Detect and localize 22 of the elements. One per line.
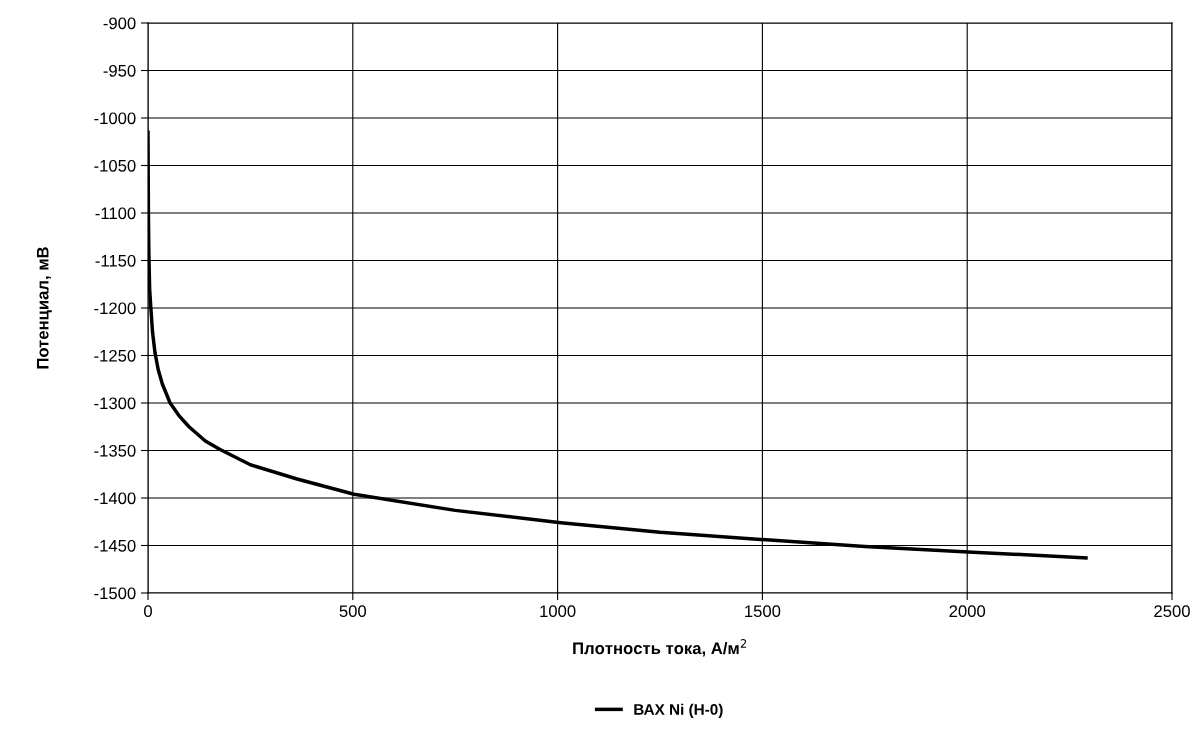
y-tick-label: -1300 (94, 397, 136, 410)
y-tick-label: -1000 (94, 112, 136, 125)
x-tick-label: 2500 (1154, 605, 1190, 618)
x-tick-label: 500 (339, 605, 367, 618)
y-tick-label: -1150 (95, 254, 136, 267)
x-tick-label: 1500 (745, 605, 781, 618)
x-axis-title: Плотность тока, А/м$^{2}$ (573, 638, 747, 657)
y-tick-label: -1450 (94, 539, 136, 552)
y-tick-label: -950 (103, 64, 136, 77)
y-tick-label: -1500 (94, 587, 136, 600)
y-tick-label: -1050 (94, 159, 136, 172)
y-tick-label: -1200 (94, 302, 136, 315)
x-tick-label: 1000 (540, 605, 576, 618)
y-tick-label: -1250 (94, 349, 136, 362)
x-tick-label: 0 (144, 605, 152, 618)
y-tick-label: -1100 (95, 207, 136, 220)
y-tick-label: -1350 (94, 444, 136, 457)
y-axis-title: Потенциал, мВ (36, 247, 52, 369)
x-tick-label: 2000 (949, 605, 986, 618)
y-tick-label: -900 (103, 17, 136, 30)
y-tick-label: -1400 (94, 492, 136, 505)
legend-label: ВАХ Ni (H-0) (634, 703, 723, 718)
